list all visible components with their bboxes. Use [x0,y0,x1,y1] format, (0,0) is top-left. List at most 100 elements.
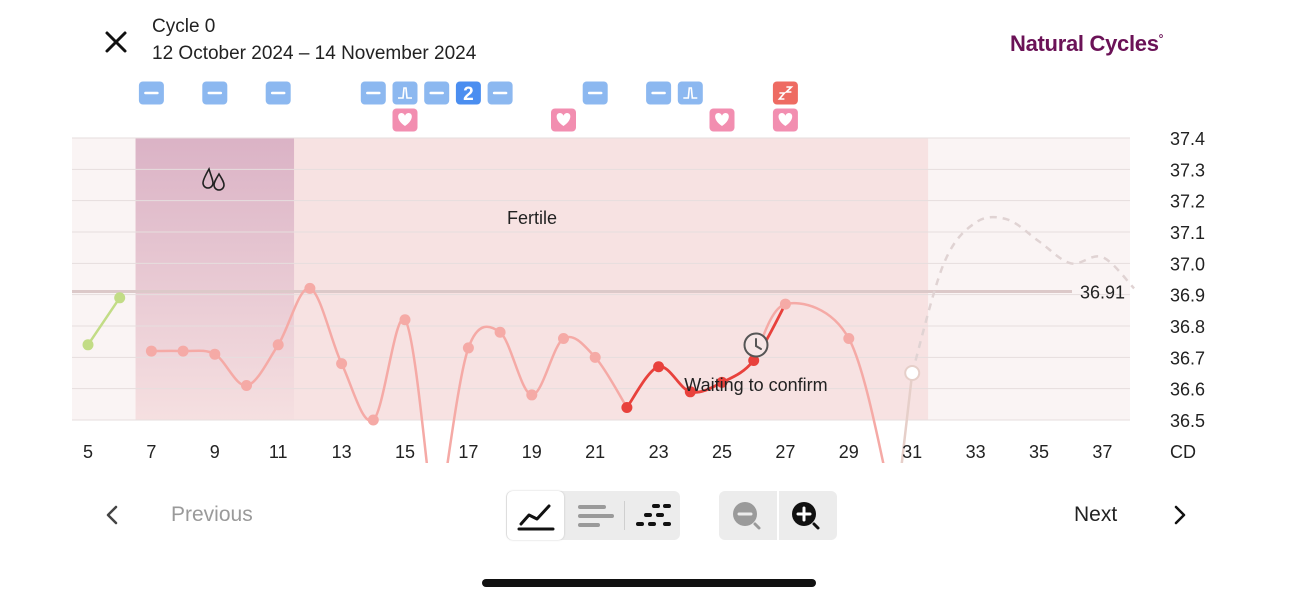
temperature-point[interactable] [716,376,728,388]
x-tick-label: 23 [649,442,669,462]
zoom-in-icon [792,502,820,530]
marker-dash[interactable] [487,81,513,105]
temperature-point[interactable] [209,348,221,360]
marker-dash[interactable] [646,81,672,105]
marker-peak[interactable] [677,81,703,105]
marker-sleep[interactable] [772,81,798,105]
fertile-label: Fertile [507,208,557,228]
x-tick-label: 19 [522,442,542,462]
view-separator [624,501,625,530]
bars-view-button[interactable] [566,491,623,540]
temperature-point[interactable] [304,282,316,294]
marker-dash[interactable] [202,81,228,105]
temperature-point[interactable] [779,298,791,310]
marker-badge [677,81,703,105]
drops-icon [202,166,225,191]
bars-view-icon [578,505,614,527]
x-tick-label: 13 [332,442,352,462]
marker-dash[interactable] [138,81,164,105]
temperature-point[interactable] [462,342,474,354]
cycle-title: Cycle 0 [152,16,216,37]
temperature-point[interactable] [748,354,760,366]
marker-heart[interactable] [551,108,576,132]
marker-number: 2 [463,84,474,105]
temperature-chart[interactable]: 2 37.4 37.3 37.2 37.1 37.0 36.9 36.8 36.7 36.6 36… [0,75,1298,470]
temperature-point[interactable] [145,345,157,357]
coverline-label: 36.91 [1080,283,1125,303]
temperature-point[interactable] [399,314,411,326]
heart-icon [715,113,729,126]
marker-dash[interactable] [360,81,386,105]
close-icon[interactable] [100,26,132,58]
temperature-point[interactable] [589,351,601,363]
x-tick-label: 15 [395,442,415,462]
drop-shape [202,166,214,189]
brand-logo: Natural Cycles° [1010,31,1163,57]
brand-name: Natural Cycles [1010,31,1159,56]
temperature-point[interactable] [684,386,696,398]
heart-icon [398,113,412,126]
temperature-point[interactable] [621,401,633,413]
x-tick-label: 27 [775,442,795,462]
marker-badge [455,81,481,105]
next-button[interactable]: Next [1074,503,1118,526]
temperature-point[interactable] [114,292,126,304]
zoom-separator [777,491,779,540]
x-tick-label: 5 [83,442,93,462]
marker-heart[interactable] [392,108,418,132]
x-tick-label: 31 [902,442,922,462]
marker-heart[interactable] [709,108,735,132]
zoom-controls [719,491,837,540]
temperature-point[interactable] [653,361,665,373]
y-tick-label: 37.0 [1170,254,1205,274]
test-peak-icon [683,87,698,99]
graph-view-button[interactable] [507,491,564,540]
chevron-left-icon[interactable] [100,501,124,529]
y-tick-label: 36.9 [1170,286,1205,306]
temperature-point[interactable] [177,345,189,357]
sleep-icon [777,92,787,100]
temperature-point[interactable] [558,333,569,345]
marker-heart[interactable] [772,108,798,132]
marker-dash[interactable] [265,81,291,105]
x-tick-label: 25 [712,442,732,462]
temperature-point[interactable] [272,339,284,351]
x-axis-unit: CD [1170,442,1196,462]
x-tick-label: 9 [210,442,220,462]
marker-badge [392,81,418,105]
zoom-in-button[interactable] [779,491,837,540]
zoom-out-icon [733,502,761,530]
dots-view-button[interactable] [625,491,682,540]
drop-shape [213,172,225,191]
y-tick-label: 37.2 [1170,192,1205,212]
view-mode-toggle [506,491,680,540]
brand-mark: ° [1158,31,1164,46]
graph-view-icon [517,504,555,531]
temperature-point[interactable] [241,380,252,392]
y-tick-label: 36.6 [1170,380,1205,400]
predicted-temperature-line [910,215,1136,374]
marker-peak[interactable] [392,81,418,105]
x-tick-label: 33 [966,442,986,462]
cycle-date-range: 12 October 2024 – 14 November 2024 [152,43,477,64]
temperature-point[interactable] [82,339,94,351]
zoom-out-button[interactable] [719,491,777,540]
y-tick-label: 37.3 [1170,160,1205,180]
waiting-to-confirm-label: Waiting to confirm [684,375,827,395]
previous-button[interactable]: Previous [171,503,253,526]
temperature-point-empty[interactable] [904,365,921,381]
temperature-point[interactable] [843,333,855,345]
sleep-icon-small [784,86,794,93]
marker-dash[interactable] [582,81,608,105]
x-tick-label: 7 [146,442,156,462]
y-tick-label: 36.7 [1170,348,1205,368]
chevron-right-icon[interactable] [1168,501,1192,529]
marker-number[interactable]: 2 [455,81,481,106]
temperature-point[interactable] [336,358,348,370]
heart-icon [556,113,571,126]
marker-dash[interactable] [424,81,450,105]
temperature-point[interactable] [526,389,538,401]
temperature-point[interactable] [367,414,379,426]
temperature-point[interactable] [494,326,506,338]
y-tick-label: 37.1 [1170,223,1205,243]
